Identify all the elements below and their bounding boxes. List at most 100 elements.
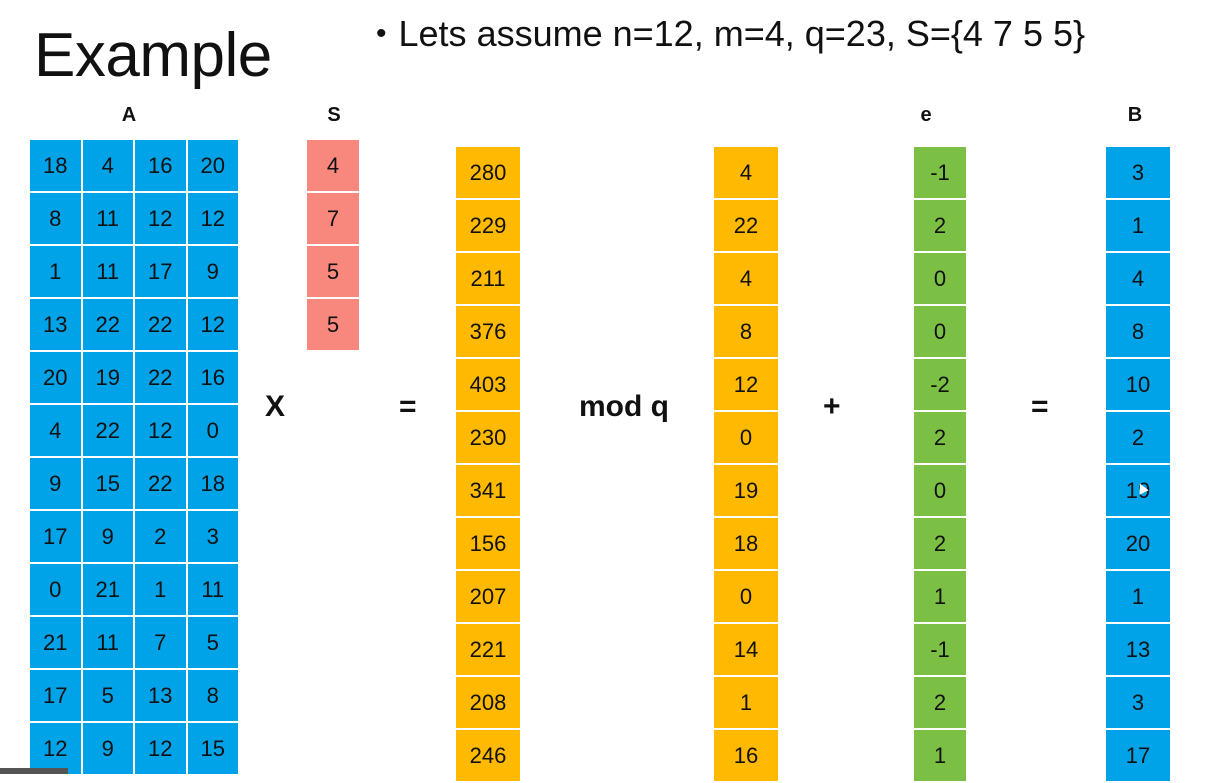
matrix-a-cell: 7: [135, 617, 188, 670]
vector-b-cell: 20: [1106, 518, 1170, 571]
matrix-a-cell: 20: [30, 352, 83, 405]
header-s: S: [327, 104, 341, 126]
header-a: A: [121, 104, 137, 126]
vector-s-cell: 4: [307, 140, 359, 193]
vector-e-cell: 2: [914, 518, 966, 571]
vector-b-cell: 8: [1106, 306, 1170, 359]
mod-result-cell: 8: [714, 306, 778, 359]
mod-result-cell: 19: [714, 465, 778, 518]
assumption-bullet: • Lets assume n=12, m=4, q=23, S={4 7 5 5…: [376, 14, 1085, 54]
equals-operator-2: =: [1031, 390, 1049, 423]
product-cell: 376: [456, 306, 520, 359]
matrix-a-cell: 11: [187, 564, 240, 617]
bullet-dot-icon: •: [376, 17, 387, 50]
mod-result-cell: 4: [714, 147, 778, 200]
vector-b-cell: 19: [1106, 465, 1170, 518]
vector-e-cell: -1: [914, 147, 966, 200]
taskbar-fragment: [0, 768, 68, 774]
product-cell: 246: [456, 730, 520, 783]
vector-e-cell: 0: [914, 465, 966, 518]
matrix-a-cell: 17: [135, 246, 188, 299]
mod-result-cell: 0: [714, 412, 778, 465]
matrix-a-cell: 18: [30, 140, 83, 193]
matrix-a-cell: 15: [82, 458, 135, 511]
matrix-a-cell: 12: [187, 299, 240, 352]
matrix-a-cell: 1: [135, 564, 188, 617]
matrix-a-cell: 12: [135, 193, 188, 246]
header-e: e: [920, 104, 932, 126]
equals-operator-1: =: [399, 390, 417, 423]
vector-b-cell: 4: [1106, 253, 1170, 306]
mod-result-cell: 16: [714, 730, 778, 783]
vector-e-cell: 2: [914, 200, 966, 253]
matrix-a-cell: 20: [187, 140, 240, 193]
matrix-a-cell: 22: [135, 299, 188, 352]
product-column: 280 229 211 376 403 230 341 156 207 221 208 246: [456, 147, 520, 783]
product-cell: 341: [456, 465, 520, 518]
vector-b-cell: 3: [1106, 677, 1170, 730]
vector-b-cell: 17: [1106, 730, 1170, 783]
matrix-a-cell: 19: [82, 352, 135, 405]
vector-s-cell: 5: [307, 246, 359, 299]
matrix-a-cell: 5: [187, 617, 240, 670]
vector-e-cell: -2: [914, 359, 966, 412]
matrix-a-cell: 17: [30, 511, 83, 564]
mod-result-cell: 14: [714, 624, 778, 677]
mod-result-column: 4 22 4 8 12 0 19 18 0 14 1 16: [714, 147, 778, 783]
matrix-a-cell: 22: [135, 352, 188, 405]
matrix-a-cell: 1: [30, 246, 83, 299]
matrix-a-cell: 22: [82, 405, 135, 458]
matrix-a-cell: 12: [30, 723, 83, 776]
vector-e-cell: 2: [914, 677, 966, 730]
product-cell: 156: [456, 518, 520, 571]
matrix-a-cell: 22: [135, 458, 188, 511]
matrix-a-cell: 9: [30, 458, 83, 511]
mod-result-cell: 12: [714, 359, 778, 412]
vector-e-cell: 0: [914, 306, 966, 359]
vector-b-cell: 2: [1106, 412, 1170, 465]
matrix-a-cell: 11: [82, 193, 135, 246]
matrix-a-cell: 16: [135, 140, 188, 193]
mod-result-cell: 0: [714, 571, 778, 624]
product-cell: 211: [456, 253, 520, 306]
matrix-a-cell: 12: [135, 723, 188, 776]
vector-s-cell: 7: [307, 193, 359, 246]
matrix-a-cell: 22: [82, 299, 135, 352]
mod-result-cell: 1: [714, 677, 778, 730]
mod-result-cell: 18: [714, 518, 778, 571]
vector-b-cell: 10: [1106, 359, 1170, 412]
error-vector-e: -1 2 0 0 -2 2 0 2 1 -1 2 1: [914, 147, 966, 783]
matrix-a-cell: 16: [187, 352, 240, 405]
product-cell: 207: [456, 571, 520, 624]
matrix-a-cell: 18: [187, 458, 240, 511]
header-b: B: [1127, 104, 1143, 126]
matrix-a-cell: 4: [30, 405, 83, 458]
matrix-a-cell: 21: [82, 564, 135, 617]
matrix-a-cell: 13: [30, 299, 83, 352]
product-cell: 208: [456, 677, 520, 730]
plus-operator: +: [823, 390, 841, 423]
matrix-a-cell: 17: [30, 670, 83, 723]
vector-b-cell: 1: [1106, 200, 1170, 253]
vector-e-cell: 1: [914, 571, 966, 624]
vector-b: 3 1 4 8 10 2 19 20 1 13 3 17: [1106, 147, 1170, 783]
mod-result-cell: 22: [714, 200, 778, 253]
times-operator: X: [265, 390, 286, 423]
matrix-a-cell: 5: [82, 670, 135, 723]
vector-s-cell: 5: [307, 299, 359, 352]
matrix-a-cell: 9: [82, 723, 135, 776]
vector-e-cell: 0: [914, 253, 966, 306]
matrix-a: 18 4 16 20 8 11 12 12 1 11 17 9 13 22 22 12 20 19 22 16 4 22 1…: [30, 140, 240, 776]
mod-result-cell: 4: [714, 253, 778, 306]
matrix-a-cell: 12: [135, 405, 188, 458]
matrix-a-cell: 8: [187, 670, 240, 723]
vector-b-cell: 3: [1106, 147, 1170, 200]
matrix-a-cell: 9: [187, 246, 240, 299]
matrix-a-cell: 0: [30, 564, 83, 617]
matrix-a-cell: 0: [187, 405, 240, 458]
vector-b-cell: 13: [1106, 624, 1170, 677]
vector-e-cell: 1: [914, 730, 966, 783]
vector-e-cell: 2: [914, 412, 966, 465]
vector-b-cell: 1: [1106, 571, 1170, 624]
